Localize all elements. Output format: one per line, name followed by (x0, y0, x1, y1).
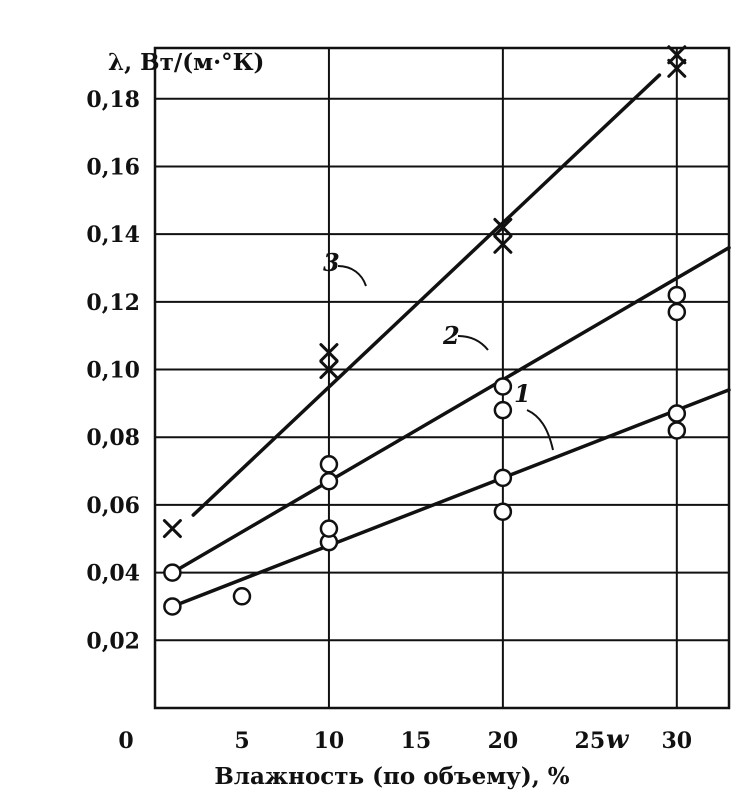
x-axis-label: Влажность (по объему), % (214, 763, 569, 790)
curve-label-1: 1 (514, 379, 531, 408)
data-point-series-3 (493, 234, 513, 254)
x-tick-labels: 0 5 10 15 20 25 30 (118, 728, 692, 754)
grid (155, 48, 729, 708)
y-tick-label: 0,10 (86, 358, 140, 384)
x-tick-label: 20 (488, 728, 519, 754)
data-point-series-1 (232, 587, 252, 606)
data-point-series-3 (162, 519, 182, 539)
data-point-series-3 (493, 217, 513, 237)
curve-leaders (337, 265, 554, 451)
data-point-series-2 (493, 377, 513, 396)
data-point-series-2 (319, 455, 339, 474)
data-point-series-1 (163, 597, 182, 616)
y-tick-label: 0,08 (86, 425, 140, 451)
y-tick-label: 0,16 (86, 154, 140, 180)
fit-line-3 (191, 73, 662, 517)
data-point-series-1 (667, 421, 687, 440)
x-tick-label: 30 (662, 728, 693, 754)
fit-line-1 (170, 388, 731, 609)
y-tick-label: 0,14 (86, 222, 140, 248)
plot-frame (153, 46, 731, 710)
curve-leader-3 (337, 265, 367, 287)
data-point-series-2 (667, 302, 687, 322)
curve-label-3: 3 (323, 248, 340, 277)
y-tick-label: 0,18 (86, 87, 140, 113)
data-point-series-1 (319, 519, 339, 538)
curve-leader-1 (526, 409, 554, 451)
data-point-series-3 (319, 343, 339, 363)
data-point-series-1 (667, 404, 687, 423)
y-tick-labels: 0,02 0,04 0,06 0,08 0,10 0,12 0,14 0,16 0,18 (86, 87, 140, 655)
x-axis-letter: w (606, 725, 630, 755)
y-tick-label: 0,02 (86, 628, 140, 654)
fit-lines (170, 73, 731, 609)
fit-line-2 (170, 245, 731, 575)
y-tick-label: 0,12 (86, 290, 140, 316)
curve-leader-2 (457, 335, 489, 351)
data-point-series-2 (319, 471, 339, 491)
curve-labels: 1 2 3 (323, 248, 531, 408)
data-point-series-2 (163, 563, 182, 582)
data-point-series-3 (667, 58, 687, 78)
data-point-series-1 (493, 468, 513, 488)
y-tick-label: 0,04 (86, 561, 140, 587)
x-tick-label: 25 (575, 728, 606, 754)
data-point-series-3 (667, 45, 687, 65)
x-tick-label: 0 (118, 728, 133, 754)
data-point-series-3 (319, 360, 339, 380)
x-tick-label: 15 (401, 728, 432, 754)
data-point-series-1 (493, 502, 513, 521)
y-axis-label: λ, Вт/(м·°К) (108, 49, 264, 76)
x-tick-label: 5 (234, 728, 249, 754)
x-tick-label: 10 (314, 728, 345, 754)
data-point-series-2 (493, 400, 513, 420)
curve-label-2: 2 (442, 321, 460, 350)
data-point-series-2 (667, 285, 687, 305)
data-points (162, 45, 687, 616)
y-tick-label: 0,06 (86, 493, 140, 519)
